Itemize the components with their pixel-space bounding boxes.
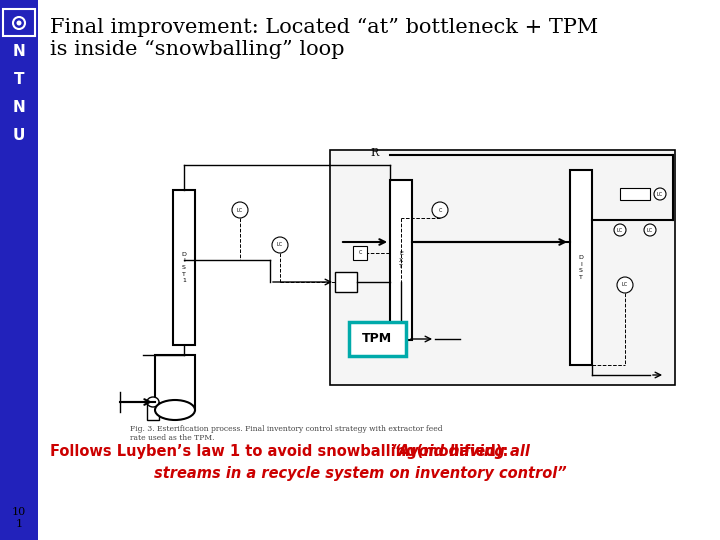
Text: Final improvement: Located “at” bottleneck + TPM: Final improvement: Located “at” bottlene… (50, 18, 598, 37)
Text: LC: LC (657, 192, 663, 197)
Ellipse shape (147, 397, 159, 407)
Text: E
X
T: E X T (399, 251, 403, 269)
Ellipse shape (644, 224, 656, 236)
Text: U: U (13, 129, 25, 144)
Text: D
I
S
T: D I S T (579, 255, 583, 280)
Text: R: R (371, 148, 379, 158)
Text: N: N (13, 100, 25, 116)
Text: C: C (359, 251, 361, 255)
Text: LC: LC (237, 207, 243, 213)
Bar (147, 402, 159, 420)
Text: LC: LC (277, 242, 283, 247)
Ellipse shape (155, 400, 195, 420)
Text: C: C (438, 207, 441, 213)
Text: D
I
S
T
1: D I S T 1 (181, 252, 186, 283)
Text: Fig. 3. Esterification process. Final inventory control strategy with extractor : Fig. 3. Esterification process. Final in… (130, 425, 443, 442)
Ellipse shape (432, 202, 448, 218)
Text: LC: LC (622, 282, 628, 287)
Ellipse shape (654, 188, 666, 200)
Text: LC: LC (647, 227, 653, 233)
Ellipse shape (17, 21, 22, 25)
Text: is inside “snowballing” loop: is inside “snowballing” loop (50, 40, 344, 59)
Bar (330, 150, 675, 385)
Bar (390, 180, 412, 340)
Ellipse shape (232, 202, 248, 218)
Ellipse shape (272, 237, 288, 253)
Text: LC: LC (617, 227, 623, 233)
Ellipse shape (617, 277, 633, 293)
Text: TPM: TPM (362, 333, 392, 346)
FancyBboxPatch shape (3, 9, 35, 36)
Text: “Avoid having all: “Avoid having all (391, 444, 530, 459)
Text: T: T (14, 72, 24, 87)
Bar (155, 355, 195, 410)
Ellipse shape (614, 224, 626, 236)
Bar (620, 188, 650, 200)
Ellipse shape (13, 17, 25, 29)
Bar (335, 272, 357, 292)
Text: 10: 10 (12, 507, 26, 517)
Bar (173, 190, 195, 345)
FancyBboxPatch shape (349, 322, 406, 356)
Text: 1: 1 (15, 519, 22, 529)
Bar (0, 0, 38, 540)
Text: N: N (13, 44, 25, 59)
Text: Follows Luyben’s law 1 to avoid snowballing(modified):: Follows Luyben’s law 1 to avoid snowball… (50, 444, 513, 459)
Bar (353, 246, 367, 260)
Bar (570, 170, 592, 365)
Text: streams in a recycle system on inventory control”: streams in a recycle system on inventory… (153, 466, 567, 481)
